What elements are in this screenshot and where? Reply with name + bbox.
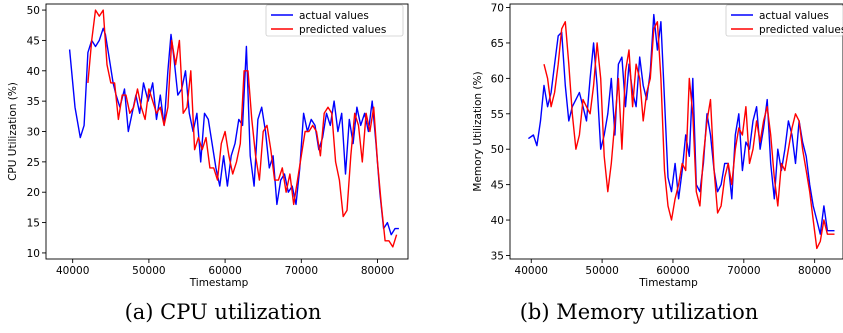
series-line-predicted	[87, 9, 398, 248]
y-tick-label: 35	[491, 250, 504, 262]
caption-cpu: (a) CPU utilization	[124, 300, 322, 324]
x-tick-label: 40000	[56, 265, 89, 277]
y-tick-label: 35	[27, 96, 40, 108]
caption-memory: (b) Memory utilization	[519, 300, 759, 324]
x-tick-label: 80000	[361, 265, 394, 277]
series-line-predicted	[543, 21, 835, 250]
legend-label-predicted: predicted values	[299, 24, 386, 36]
legend-label-actual: actual values	[299, 10, 369, 22]
series-line-actual	[527, 13, 835, 235]
y-tick-label: 10	[27, 248, 40, 260]
y-tick-label: 15	[27, 218, 40, 230]
y-tick-label: 30	[27, 127, 40, 139]
y-tick-label: 55	[491, 109, 504, 121]
x-tick-label: 70000	[727, 265, 760, 277]
y-tick-label: 25	[27, 157, 40, 169]
y-tick-label: 40	[27, 66, 40, 78]
y-tick-label: 50	[27, 5, 40, 17]
x-tick-label: 70000	[285, 265, 318, 277]
y-axis-label: CPU Utilization (%)	[7, 82, 19, 181]
y-tick-label: 65	[491, 38, 504, 50]
y-tick-label: 45	[27, 35, 40, 47]
y-tick-label: 60	[491, 73, 504, 85]
y-tick-label: 20	[27, 187, 40, 199]
plot-frame	[509, 3, 843, 260]
x-tick-label: 50000	[585, 265, 618, 277]
series-line-actual	[68, 27, 399, 236]
legend-box	[725, 4, 843, 37]
x-tick-label: 60000	[208, 265, 241, 277]
legend-label-predicted: predicted values	[759, 24, 843, 36]
x-axis-label: Timestamp	[189, 277, 249, 289]
y-axis-label: Memory Utilization (%)	[472, 71, 484, 191]
x-tick-label: 60000	[656, 265, 689, 277]
x-tick-label: 40000	[515, 265, 548, 277]
x-tick-label: 50000	[132, 265, 165, 277]
y-tick-label: 70	[491, 3, 504, 15]
x-tick-label: 80000	[798, 265, 831, 277]
y-tick-label: 45	[491, 180, 504, 192]
chart-cpu-utilization: 40000 50000 60000 70000 80000 10 15 20 25 30 35 40 4…	[7, 3, 409, 289]
legend-label-actual: actual values	[759, 10, 829, 22]
y-tick-label: 50	[491, 144, 504, 156]
chart-memory-utilization: 40000 50000 60000 70000 80000 35 40 45 50 55 60 65 7…	[472, 3, 843, 289]
legend-box	[265, 4, 404, 37]
x-axis-label: Timestamp	[638, 277, 698, 289]
y-tick-label: 40	[491, 215, 504, 227]
